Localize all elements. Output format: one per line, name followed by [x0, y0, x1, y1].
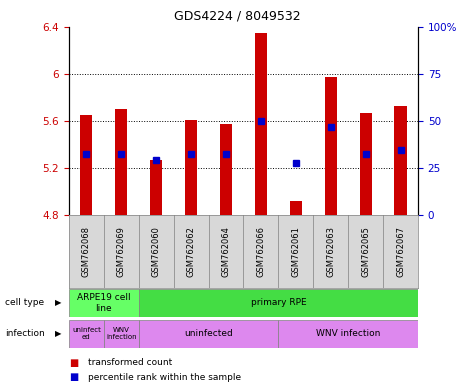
Bar: [255, 33, 267, 215]
Text: uninfected: uninfected: [184, 329, 233, 338]
Text: GSM762062: GSM762062: [187, 226, 196, 277]
Bar: [115, 109, 127, 215]
Bar: [324, 78, 337, 215]
Bar: [360, 113, 372, 215]
Text: percentile rank within the sample: percentile rank within the sample: [88, 372, 241, 382]
Text: transformed count: transformed count: [88, 358, 172, 367]
Text: GSM762068: GSM762068: [82, 226, 91, 277]
Bar: [185, 120, 197, 215]
Text: WNV
infection: WNV infection: [106, 327, 136, 340]
Text: GSM762065: GSM762065: [361, 226, 370, 277]
Bar: [290, 201, 302, 215]
Text: cell type: cell type: [5, 298, 44, 308]
Text: primary RPE: primary RPE: [250, 298, 306, 308]
Text: GSM762063: GSM762063: [326, 226, 335, 277]
Text: GDS4224 / 8049532: GDS4224 / 8049532: [174, 10, 301, 23]
FancyBboxPatch shape: [139, 289, 418, 317]
Text: ■: ■: [69, 372, 78, 382]
Text: GSM762066: GSM762066: [256, 226, 266, 277]
FancyBboxPatch shape: [139, 320, 278, 348]
Bar: [220, 124, 232, 215]
Text: ARPE19 cell
line: ARPE19 cell line: [77, 293, 131, 313]
Text: GSM762060: GSM762060: [152, 226, 161, 277]
Text: ▶: ▶: [55, 298, 61, 308]
Bar: [394, 106, 407, 215]
Text: ▶: ▶: [55, 329, 61, 338]
FancyBboxPatch shape: [69, 289, 139, 317]
Text: infection: infection: [5, 329, 45, 338]
Text: GSM762069: GSM762069: [117, 226, 126, 277]
Text: GSM762064: GSM762064: [221, 226, 230, 277]
Text: uninfect
ed: uninfect ed: [72, 327, 101, 340]
Text: ■: ■: [69, 358, 78, 368]
Bar: [80, 115, 93, 215]
Text: GSM762061: GSM762061: [291, 226, 300, 277]
FancyBboxPatch shape: [104, 320, 139, 348]
Text: GSM762067: GSM762067: [396, 226, 405, 277]
FancyBboxPatch shape: [69, 320, 104, 348]
FancyBboxPatch shape: [278, 320, 418, 348]
Bar: [150, 160, 162, 215]
Text: WNV infection: WNV infection: [316, 329, 380, 338]
